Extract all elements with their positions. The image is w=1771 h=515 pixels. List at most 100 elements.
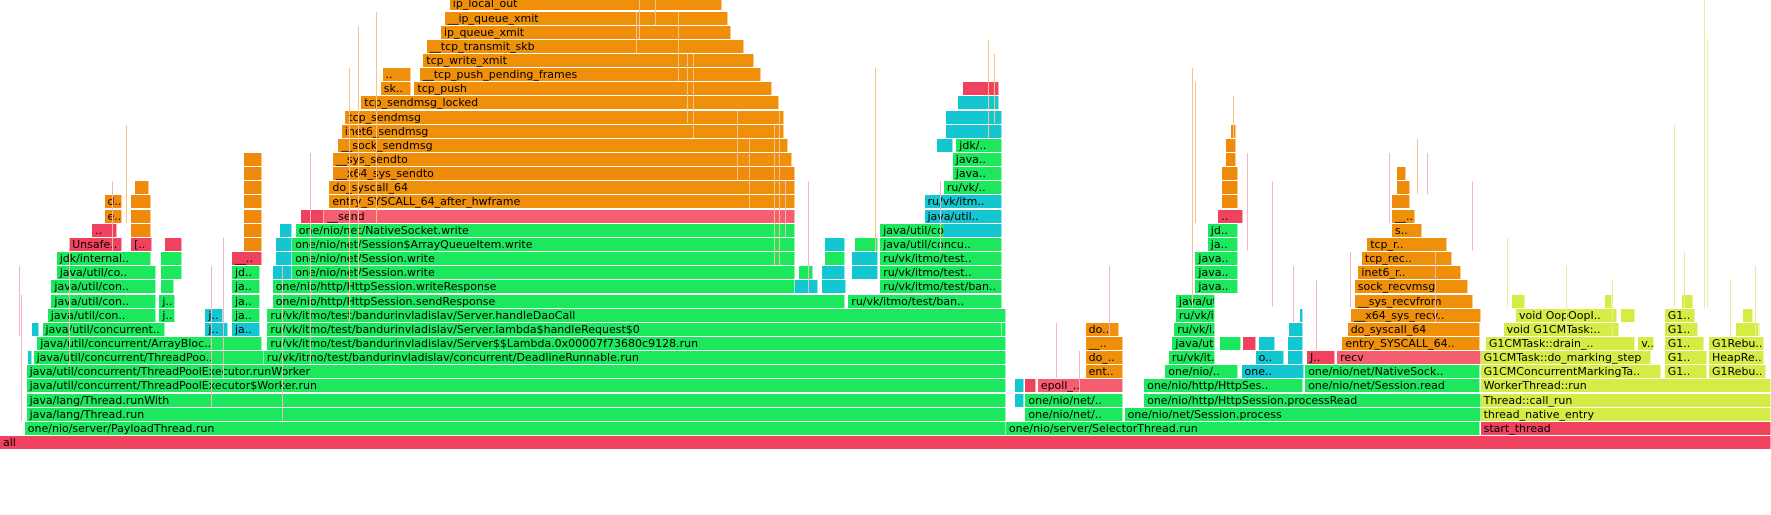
frame-f70[interactable]: one/nio/net/NativeSock.. xyxy=(1305,365,1481,379)
frame-f51[interactable]: sk.. xyxy=(380,82,411,96)
frame-g67[interactable] xyxy=(975,322,1003,336)
frame-g68[interactable] xyxy=(1620,308,1635,322)
frame-f92[interactable]: ja.. xyxy=(1207,237,1238,251)
frame-g22[interactable] xyxy=(244,237,263,251)
frame-g54[interactable] xyxy=(1287,336,1304,350)
frame-g47[interactable] xyxy=(963,82,999,96)
frame-f93[interactable]: tcp_r.. xyxy=(1367,237,1447,251)
frame-g70[interactable] xyxy=(1742,308,1754,322)
frame-f116[interactable]: G1.. xyxy=(1664,308,1695,322)
frame-g39[interactable] xyxy=(851,252,879,265)
frame-g38[interactable] xyxy=(825,237,845,251)
frame-f99[interactable]: thread_native_entry xyxy=(1480,407,1771,421)
frame-g52[interactable] xyxy=(1259,336,1276,350)
frame-f25[interactable]: ru/vk/itmo/test.. xyxy=(880,252,1003,265)
frame-g33[interactable] xyxy=(795,280,819,294)
frame-g6[interactable] xyxy=(161,266,183,280)
frame-g41[interactable] xyxy=(851,266,879,280)
frame-f10[interactable]: java/util/concurrent.. xyxy=(42,322,165,336)
frame-f85[interactable]: __sys_recvfrom xyxy=(1354,294,1474,308)
frame-g1[interactable] xyxy=(28,351,32,365)
frame-f110[interactable]: G1.. xyxy=(1664,336,1704,350)
frame-g73[interactable] xyxy=(1604,294,1612,308)
frame-f74[interactable]: J.. xyxy=(1307,351,1336,365)
frame-f100[interactable]: Thread::call_run xyxy=(1480,393,1771,407)
frame-f21[interactable]: one/nio/net/Session.write xyxy=(292,266,796,280)
frame-g35[interactable] xyxy=(798,266,813,280)
frame-g31[interactable] xyxy=(276,237,293,251)
frame-g14[interactable]: j.. xyxy=(205,322,229,336)
frame-g36[interactable] xyxy=(821,266,845,280)
frame-f15[interactable]: one/nio/http/HttpSession.sendResponse xyxy=(272,294,845,308)
frame-f8[interactable]: java/util/concurrent/ArrayBloc.. xyxy=(37,336,263,350)
frame-f89[interactable]: inet6_r.. xyxy=(1358,266,1462,280)
frame-f14[interactable]: java/util/con.. xyxy=(51,294,156,308)
frame-g69[interactable] xyxy=(1739,322,1759,336)
frame-f27[interactable]: one/nio/net/Session$ArrayQueueItem.write xyxy=(292,237,796,251)
frame-g17[interactable]: ja.. xyxy=(232,308,261,322)
frame-f80[interactable]: ru/vk/i.. xyxy=(1174,322,1215,336)
frame-f94[interactable]: jd.. xyxy=(1207,223,1238,237)
frame-f48[interactable]: tcp_sendmsg xyxy=(345,110,785,124)
frame-f60[interactable]: one/nio/net/.. xyxy=(1025,407,1123,421)
frame-f68[interactable]: one/nio/.. xyxy=(1165,365,1238,379)
frame-g23[interactable] xyxy=(244,223,263,237)
frame-f97[interactable]: __.. xyxy=(1392,209,1415,223)
frame-f64[interactable]: epoll_.. xyxy=(1037,379,1123,393)
frame-f9[interactable]: ru/vk/itmo/test/bandurinvladislav/Server… xyxy=(267,336,1006,350)
frame-g10[interactable] xyxy=(131,223,151,237)
frame-g72[interactable] xyxy=(1512,294,1525,308)
frame-f3[interactable]: java/lang/Thread.runWith xyxy=(26,393,1006,407)
frame-f72[interactable]: ru/vk/it.. xyxy=(1168,351,1215,365)
frame-g44[interactable] xyxy=(945,124,1003,138)
frame-g3[interactable]: j.. xyxy=(159,294,176,308)
frame-f7[interactable]: ru/vk/itmo/test/bandurinvladislav/concur… xyxy=(263,351,1006,365)
frame-f111[interactable]: G1Rebu.. xyxy=(1709,336,1764,350)
frame-f79[interactable]: do.. xyxy=(1085,322,1120,336)
frame-f56[interactable]: ip_queue_xmit xyxy=(441,25,732,39)
frame-g53[interactable] xyxy=(1287,351,1304,365)
frame-all[interactable]: all xyxy=(0,436,1771,449)
frame-g64[interactable] xyxy=(1392,195,1410,209)
frame-f32[interactable]: e.. xyxy=(104,209,123,223)
frame-f105[interactable]: G1CMTask::do_marking_step xyxy=(1480,351,1651,365)
frame-g25[interactable] xyxy=(244,195,263,209)
frame-f78[interactable]: entry_SYSCALL_64.. xyxy=(1342,336,1481,350)
frame-f101[interactable]: WorkerThread::run xyxy=(1480,379,1771,393)
frame-g9[interactable]: [.. xyxy=(131,237,153,251)
frame-g13[interactable] xyxy=(134,181,149,195)
frame-f98[interactable]: start_thread xyxy=(1480,421,1771,435)
frame-f57[interactable]: __ip_queue_xmit xyxy=(444,11,728,25)
frame-f91[interactable]: tcp_rec.. xyxy=(1361,252,1453,265)
frame-g40[interactable] xyxy=(855,237,879,251)
frame-f1[interactable]: one/nio/server/PayloadThread.run xyxy=(24,421,1006,435)
frame-f106[interactable]: G1.. xyxy=(1664,351,1708,365)
frame-f54[interactable]: tcp_write_xmit xyxy=(423,53,755,67)
frame-f36[interactable]: d.. xyxy=(104,195,123,209)
frame-f53[interactable]: .. xyxy=(382,68,411,82)
frame-f73[interactable]: o.. xyxy=(1255,351,1284,365)
frame-f113[interactable]: G1.. xyxy=(1664,322,1699,336)
frame-f58[interactable]: ip_local_out xyxy=(449,0,723,11)
frame-f108[interactable]: G1CMTask::drain_.. xyxy=(1485,336,1635,350)
frame-f61[interactable]: one/nio/net/Session.process xyxy=(1124,407,1481,421)
frame-f41[interactable]: __x64_sys_sendto xyxy=(332,167,796,181)
frame-f75[interactable]: recv xyxy=(1337,351,1481,365)
frame-f84[interactable]: java/ut.. xyxy=(1175,294,1215,308)
frame-f42[interactable]: java.. xyxy=(952,167,1003,181)
frame-g27[interactable] xyxy=(244,167,263,181)
frame-g37[interactable] xyxy=(825,252,845,265)
frame-g71[interactable] xyxy=(1682,294,1693,308)
frame-f17[interactable]: java/util/con.. xyxy=(51,280,156,294)
frame-g66[interactable] xyxy=(1397,167,1407,181)
frame-g26[interactable] xyxy=(244,181,263,195)
frame-g4[interactable]: j.. xyxy=(159,308,176,322)
frame-f96[interactable]: .. xyxy=(1218,209,1244,223)
frame-f49[interactable]: tcp_sendmsg_locked xyxy=(361,96,780,110)
frame-f63[interactable]: one/nio/http/HttpSession.processRead xyxy=(1144,393,1481,407)
frame-f37[interactable]: entry_SYSCALL_64_after_hwframe xyxy=(329,195,796,209)
frame-g49[interactable] xyxy=(1014,379,1024,393)
frame-f46[interactable]: jdk/.. xyxy=(956,138,1003,152)
frame-f26[interactable]: Unsafe.. xyxy=(69,237,123,251)
frame-f71[interactable]: do_.. xyxy=(1085,351,1123,365)
